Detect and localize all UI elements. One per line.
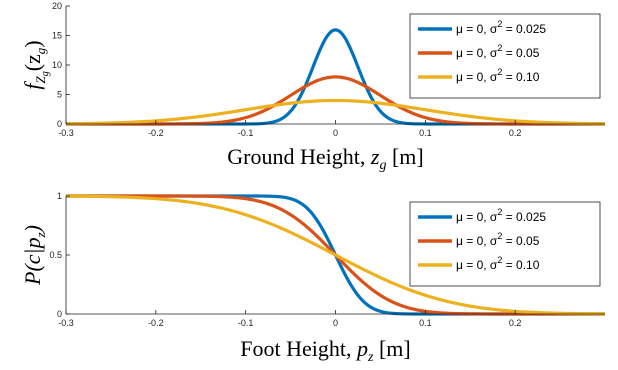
y-tick-label: 10: [52, 60, 62, 70]
y-axis-label: P(c|pz): [20, 225, 48, 286]
y-tick-label: 0: [57, 119, 62, 129]
x-tick-label: -0.2: [148, 128, 164, 138]
legend: μ = 0, σ2 = 0.025 μ = 0, σ2 = 0.05 μ = 0, …: [409, 201, 601, 287]
x-axis-label: Foot Height, pz [m]: [240, 336, 410, 365]
chart-panel-2: -0.3 -0.2 -0.1 0 0.1 0.2 0 0.5 1 Foot Height, pz …: [20, 191, 606, 365]
y-tick-label: 0: [57, 309, 62, 319]
legend-entry-3: μ = 0, σ2 = 0.10: [456, 67, 540, 84]
x-tick-label: -0.1: [238, 128, 254, 138]
legend-entry-2: μ = 0, σ2 = 0.05: [456, 43, 540, 60]
x-tick-label: -0.3: [58, 128, 74, 138]
x-tick-label: 0.1: [419, 318, 432, 328]
y-tick-label: 0.5: [49, 250, 62, 260]
legend-entry-2: μ = 0, σ2 = 0.05: [456, 231, 540, 248]
x-tick-label: 0.1: [419, 128, 432, 138]
chart-panel-1: -0.3 -0.2 -0.1 0 0.1 0.2 0 5 10 15 20 Ground Height…: [20, 1, 606, 173]
legend-entry-3: μ = 0, σ2 = 0.10: [456, 255, 540, 272]
legend-entry-1: μ = 0, σ2 = 0.025: [456, 19, 546, 36]
y-tick-label: 20: [52, 1, 62, 11]
y-tick-label: 1: [57, 191, 62, 201]
x-tick-label: 0.2: [509, 318, 522, 328]
y-tick-label: 5: [57, 90, 62, 100]
y-axis-label: fZg(zg): [20, 40, 51, 89]
y-tick-label: 15: [52, 31, 62, 41]
x-tick-label: -0.3: [58, 318, 74, 328]
x-axis-label: Ground Height, zg [m]: [227, 144, 423, 173]
x-tick-label: -0.1: [238, 318, 254, 328]
x-tick-label: 0.2: [509, 128, 522, 138]
x-tick-label: -0.2: [148, 318, 164, 328]
legend: μ = 0, σ2 = 0.025 μ = 0, σ2 = 0.05 μ = 0, …: [409, 13, 601, 99]
legend-entry-1: μ = 0, σ2 = 0.025: [456, 207, 546, 224]
x-tick-label: 0: [333, 128, 338, 138]
x-tick-label: 0: [333, 318, 338, 328]
